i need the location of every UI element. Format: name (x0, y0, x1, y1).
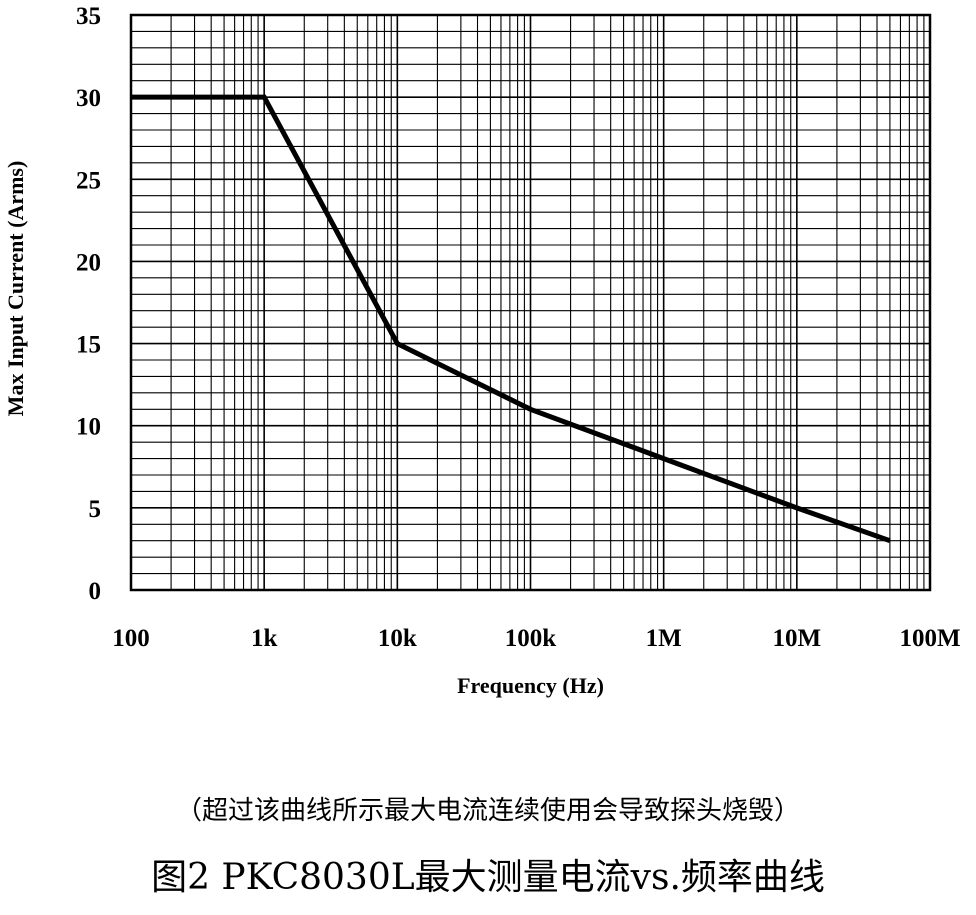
y-tick-label: 25 (76, 167, 101, 194)
y-tick-label: 15 (76, 332, 101, 359)
x-tick-label: 10M (773, 625, 822, 652)
y-tick-label: 30 (76, 85, 101, 112)
y-tick-label: 35 (76, 3, 101, 30)
caption-title: 图2 PKC8030L最大测量电流vs.频率曲线 (151, 857, 825, 898)
grid-lines (130, 14, 931, 591)
chart: 0 5 10 15 20 25 30 35 100 1k 10k 100k 1M 10M 100M Freq… (3, 3, 961, 698)
caption-note: （超过该曲线所示最大电流连续使用会导致探头烧毁） (175, 796, 800, 826)
y-tick-label: 5 (89, 496, 102, 523)
x-tick-label: 100M (899, 625, 960, 652)
x-axis-title: Frequency (Hz) (457, 673, 604, 698)
x-tick-label: 1k (251, 625, 278, 652)
y-tick-label: 0 (89, 578, 102, 605)
x-tick-label: 1M (646, 625, 682, 652)
y-tick-label: 10 (76, 414, 101, 441)
y-tick-label: 20 (76, 249, 101, 276)
x-tick-label: 100k (505, 625, 557, 652)
plot-frame (129, 13, 932, 592)
tick-labels: 0 5 10 15 20 25 30 35 100 1k 10k 100k 1M 10M 100M (76, 3, 961, 652)
x-tick-label: 100 (112, 625, 150, 652)
x-tick-label: 10k (378, 625, 417, 652)
y-axis-title: Max Input Current (Arms) (3, 161, 28, 417)
series-line (131, 94, 891, 544)
